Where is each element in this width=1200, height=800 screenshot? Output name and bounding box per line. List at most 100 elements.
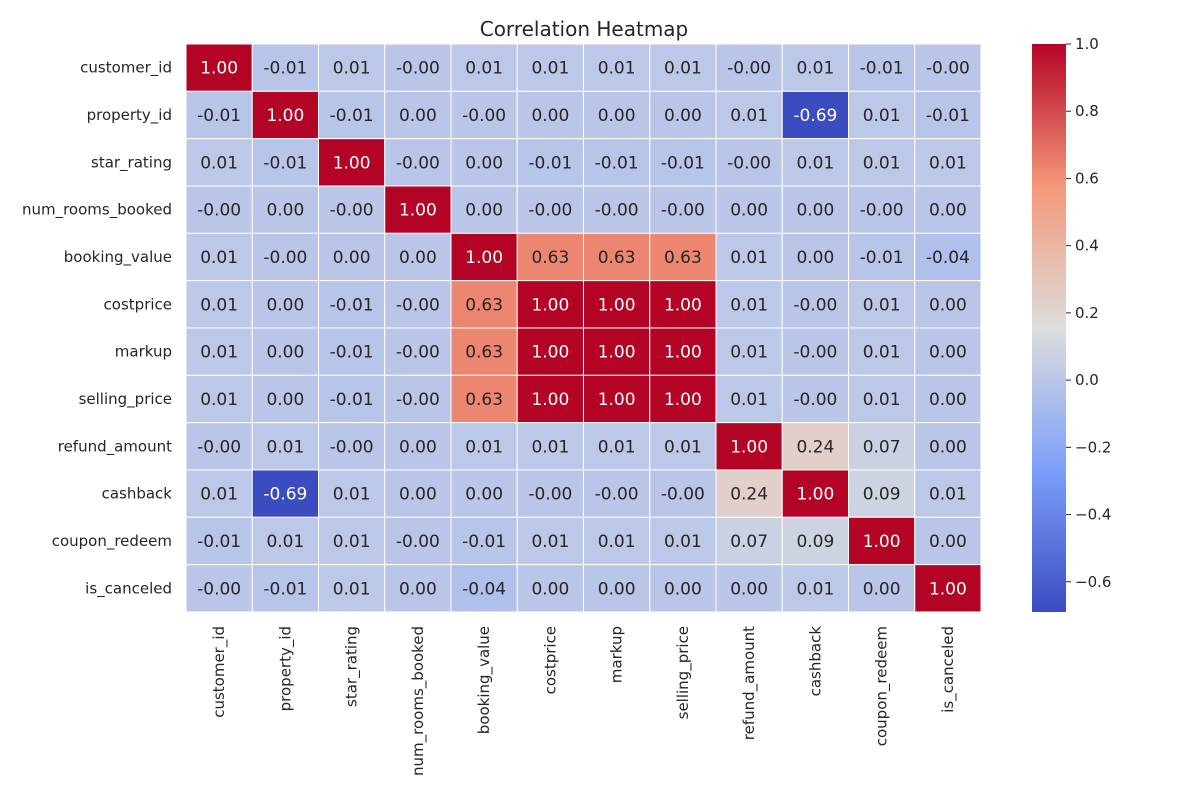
cell-value-label: 0.00	[465, 485, 503, 505]
heatmap-cell	[781, 90, 849, 140]
cell-value-label: -0.00	[727, 59, 771, 79]
heatmap-cell	[251, 564, 319, 613]
heatmap-cells: 1.00 -0.01 0.01 -0.00 0.01 0.01 0.01 0.01 -0.00 0…	[185, 43, 982, 613]
cell-value-label: -0.01	[330, 106, 374, 126]
heatmap-cell	[781, 327, 849, 376]
heatmap-cell	[384, 374, 452, 424]
heatmap-cell	[516, 232, 584, 282]
heatmap-cell	[318, 327, 386, 376]
heatmap-cell	[251, 469, 319, 518]
cell-value-label: 0.01	[598, 532, 636, 552]
cell-value-label: -0.00	[793, 295, 837, 315]
cell-value-label: 0.00	[399, 437, 437, 457]
heatmap-cell	[384, 138, 452, 187]
colorbar-tick-label: 0.8	[1075, 102, 1099, 120]
column-tick-label: coupon_redeem	[873, 626, 892, 746]
cell-value-label: 0.01	[200, 248, 238, 268]
cell-value-label: 0.63	[598, 248, 636, 268]
heatmap-cell	[848, 232, 916, 282]
heatmap-cell	[914, 185, 982, 234]
heatmap-cell	[185, 232, 253, 282]
cell-value-label: 1.00	[399, 201, 437, 221]
cell-value-label: -0.01	[197, 532, 241, 552]
cell-value-label: -0.00	[528, 201, 572, 221]
column-tick-label: num_rooms_booked	[409, 626, 428, 776]
cell-value-label: 0.01	[664, 59, 702, 79]
cell-value-label: 0.01	[664, 437, 702, 457]
heatmap-cell	[318, 232, 386, 282]
heatmap-cell	[649, 422, 717, 471]
heatmap-cell	[848, 469, 916, 518]
heatmap-cell	[450, 138, 518, 187]
heatmap-cell	[715, 90, 783, 140]
cell-value-label: -0.00	[330, 437, 374, 457]
cell-value-label: 0.01	[266, 437, 304, 457]
heatmap-cell	[914, 374, 982, 424]
cell-value-label: 1.00	[598, 390, 636, 410]
column-tick-label: costprice	[541, 626, 559, 694]
heatmap-cell	[848, 327, 916, 376]
row-tick-label: costprice	[104, 295, 172, 313]
cell-value-label: 0.00	[598, 579, 636, 599]
heatmap-cell	[848, 90, 916, 140]
cell-value-label: 0.01	[333, 59, 371, 79]
heatmap-cell	[318, 43, 386, 92]
cell-value-label: 0.00	[929, 343, 967, 363]
heatmap-cell	[583, 422, 651, 471]
cell-value-label: -0.00	[528, 485, 572, 505]
heatmap-cell	[251, 422, 319, 471]
heatmap-cell	[914, 138, 982, 187]
heatmap-cell	[384, 327, 452, 376]
cell-value-label: 0.00	[333, 248, 371, 268]
heatmap-cell	[715, 185, 783, 234]
cell-value-label: -0.00	[396, 390, 440, 410]
cell-value-label: -0.00	[197, 437, 241, 457]
cell-value-label: 0.01	[863, 153, 901, 173]
column-tick-label: star_rating	[343, 626, 362, 707]
cell-value-label: -0.01	[330, 390, 374, 410]
heatmap-cell	[715, 516, 783, 566]
cell-value-label: 0.01	[531, 59, 569, 79]
cell-value-label: -0.00	[330, 201, 374, 221]
cell-value-label: 0.00	[465, 153, 503, 173]
heatmap-cell	[516, 43, 584, 92]
cell-value-label: 0.09	[863, 485, 901, 505]
heatmap-cell	[516, 280, 584, 329]
cell-value-label: -0.00	[661, 201, 705, 221]
row-tick-label: selling_price	[79, 390, 172, 409]
heatmap-cell	[649, 232, 717, 282]
column-tick-label: is_canceled	[939, 626, 958, 713]
cell-value-label: 0.01	[465, 59, 503, 79]
cell-value-label: 0.01	[333, 579, 371, 599]
cell-value-label: -0.01	[661, 153, 705, 173]
cell-value-label: 0.01	[598, 59, 636, 79]
cell-value-label: 0.01	[200, 295, 238, 315]
cell-value-label: 0.00	[399, 579, 437, 599]
cell-value-label: 0.01	[200, 343, 238, 363]
cell-value-label: 0.63	[465, 390, 503, 410]
cell-value-label: 1.00	[531, 343, 569, 363]
heatmap-cell	[318, 138, 386, 187]
row-tick-label: num_rooms_booked	[22, 201, 172, 220]
cell-value-label: -0.00	[926, 59, 970, 79]
cell-value-label: 0.00	[399, 106, 437, 126]
cell-value-label: -0.01	[860, 248, 904, 268]
cell-value-label: 0.01	[664, 532, 702, 552]
column-tick-label: markup	[608, 626, 626, 683]
cell-value-label: -0.00	[595, 201, 639, 221]
heatmap-cell	[781, 469, 849, 518]
heatmap-cell	[583, 469, 651, 518]
cell-value-label: 1.00	[664, 390, 702, 410]
heatmap-cell	[914, 516, 982, 566]
heatmap-cell	[384, 516, 452, 566]
heatmap-cell	[450, 232, 518, 282]
heatmap-cell	[583, 185, 651, 234]
heatmap-cell	[384, 469, 452, 518]
cell-value-label: 0.63	[664, 248, 702, 268]
heatmap-cell	[583, 280, 651, 329]
heatmap-cell	[450, 327, 518, 376]
heatmap-cell	[516, 516, 584, 566]
cell-value-label: 1.00	[266, 106, 304, 126]
heatmap-cell	[318, 185, 386, 234]
